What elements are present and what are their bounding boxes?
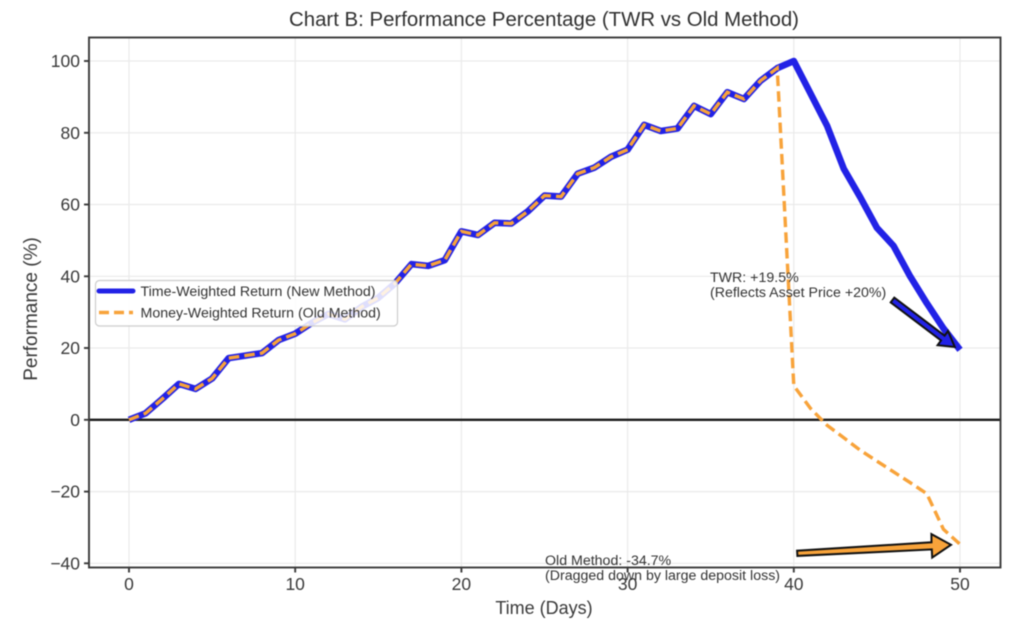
svg-text:20: 20 [452, 574, 472, 594]
svg-text:10: 10 [285, 574, 305, 594]
svg-text:Performance (%): Performance (%) [21, 237, 42, 381]
svg-text:0: 0 [124, 574, 134, 594]
svg-text:TWR: +19.5%: TWR: +19.5% [710, 270, 799, 286]
svg-text:30: 30 [618, 574, 638, 594]
svg-text:(Dragged down by large deposit: (Dragged down by large deposit loss) [545, 568, 780, 584]
svg-text:80: 80 [61, 123, 81, 143]
svg-text:40: 40 [61, 266, 81, 286]
svg-text:0: 0 [70, 410, 80, 430]
svg-text:40: 40 [784, 574, 804, 594]
svg-text:−40: −40 [50, 553, 80, 573]
svg-text:100: 100 [51, 51, 80, 71]
svg-text:−20: −20 [50, 482, 80, 502]
svg-text:Time-Weighted Return (New Meth: Time-Weighted Return (New Method) [141, 284, 376, 300]
svg-text:Chart B: Performance Percentag: Chart B: Performance Percentage (TWR vs … [289, 9, 799, 31]
svg-text:Time (Days): Time (Days) [495, 598, 592, 618]
svg-text:20: 20 [61, 338, 81, 358]
svg-text:Old Method: -34.7%: Old Method: -34.7% [545, 553, 672, 569]
svg-text:(Reflects Asset Price +20%): (Reflects Asset Price +20%) [710, 285, 886, 301]
svg-text:50: 50 [950, 574, 970, 594]
svg-text:Money-Weighted Return (Old Met: Money-Weighted Return (Old Method) [141, 306, 381, 322]
svg-text:60: 60 [61, 195, 81, 215]
